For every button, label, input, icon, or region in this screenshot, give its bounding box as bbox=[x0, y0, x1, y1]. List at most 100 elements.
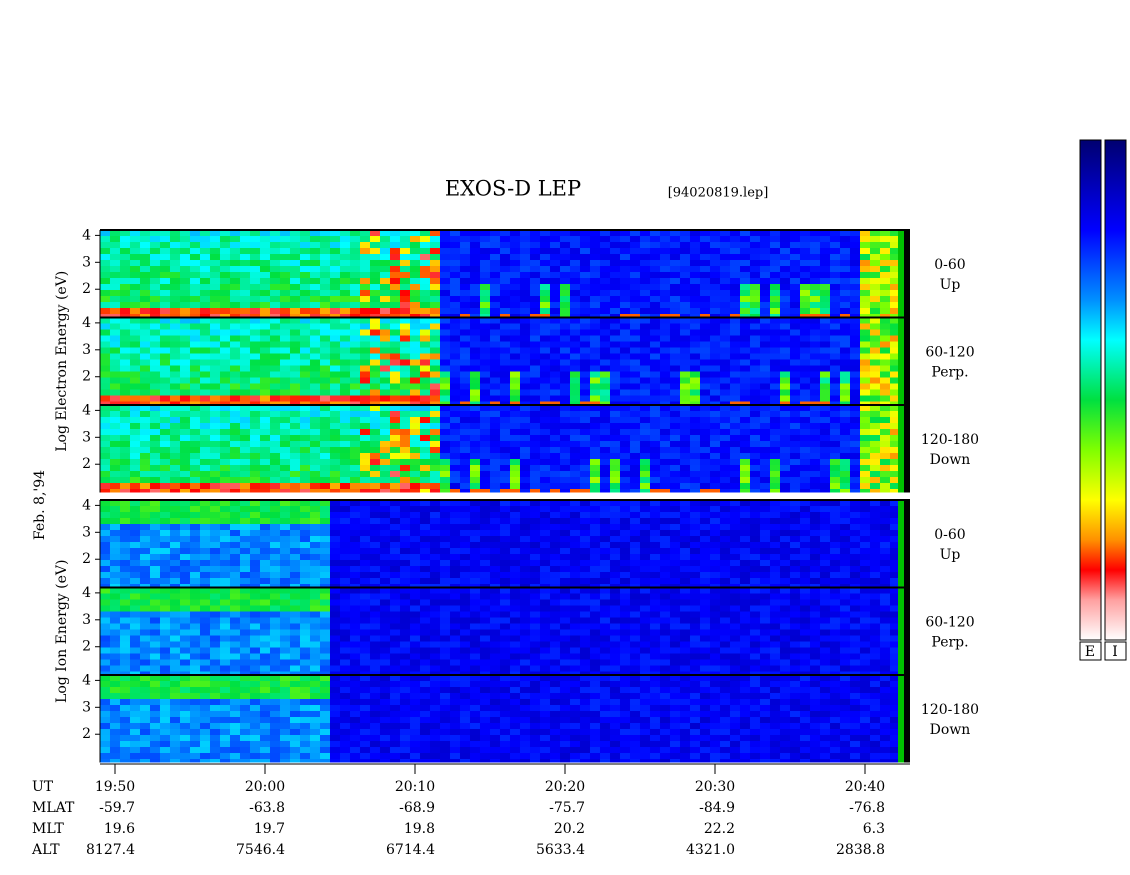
spectrogram-cell bbox=[730, 401, 740, 405]
spectrogram-cell bbox=[210, 335, 220, 342]
spectrogram-cell bbox=[700, 489, 710, 493]
spectrogram-cell bbox=[370, 548, 380, 554]
spectrogram-cell bbox=[130, 500, 140, 506]
spectrogram-cell bbox=[750, 500, 760, 506]
spectrogram-cell bbox=[420, 465, 430, 471]
spectrogram-cell bbox=[850, 530, 860, 536]
spectrogram-cell bbox=[570, 554, 580, 560]
spectrogram-cell bbox=[500, 483, 510, 489]
spectrogram-cell bbox=[190, 377, 200, 384]
spectrogram-cell bbox=[720, 296, 730, 302]
spectrogram-cell bbox=[400, 389, 410, 396]
spectrogram-cell bbox=[370, 260, 380, 266]
spectrogram-cell bbox=[740, 236, 750, 242]
spectrogram-cell bbox=[270, 411, 280, 417]
spectrogram-cell bbox=[690, 284, 700, 290]
spectrogram-cell bbox=[750, 423, 760, 429]
spectrogram-cell bbox=[320, 441, 330, 447]
spectrogram-cell bbox=[110, 459, 120, 465]
spectrogram-cell bbox=[590, 401, 600, 405]
spectrogram-cell bbox=[350, 500, 360, 506]
spectrogram-cell bbox=[360, 417, 370, 423]
spectrogram-cell bbox=[460, 347, 470, 354]
spectrogram-cell bbox=[780, 242, 790, 248]
spectrogram-cell bbox=[400, 395, 410, 402]
spectrogram-cell bbox=[710, 308, 720, 314]
spectrogram-cell bbox=[240, 296, 250, 302]
spectrogram-cell bbox=[180, 611, 190, 618]
spectrogram-cell bbox=[740, 506, 750, 512]
spectrogram-cell bbox=[170, 272, 180, 278]
spectrogram-cell bbox=[570, 302, 580, 308]
spectrogram-cell bbox=[110, 389, 120, 396]
spectrogram-cell bbox=[240, 483, 250, 489]
spectrogram-cell bbox=[840, 272, 850, 278]
spectrogram-cell bbox=[790, 272, 800, 278]
spectrogram-cell bbox=[780, 512, 790, 518]
spectrogram-cell bbox=[220, 500, 230, 506]
spectrogram-cell bbox=[270, 512, 280, 518]
spectrogram-cell bbox=[610, 395, 620, 402]
spectrogram-cell bbox=[270, 371, 280, 378]
spectrogram-cell bbox=[180, 290, 190, 296]
spectrogram-cell bbox=[890, 471, 898, 477]
spectrogram-cell bbox=[880, 341, 890, 348]
spectrogram-cell bbox=[530, 471, 540, 477]
spectrogram-cell bbox=[460, 447, 470, 453]
spectrogram-cell bbox=[650, 548, 660, 554]
spectrogram-cell bbox=[640, 417, 650, 423]
spectrogram-cell bbox=[310, 242, 320, 248]
spectrogram-cell bbox=[750, 260, 760, 266]
spectrogram-cell bbox=[210, 536, 220, 542]
spectrogram-cell bbox=[420, 536, 430, 542]
spectrogram-cell bbox=[560, 230, 570, 236]
spectrogram-cell bbox=[440, 341, 450, 348]
spectrogram-cell bbox=[150, 278, 160, 284]
spectrogram-cell bbox=[220, 347, 230, 354]
spectrogram-cell bbox=[270, 447, 280, 453]
spectrogram-cell bbox=[130, 335, 140, 342]
spectrogram-cell bbox=[640, 536, 650, 542]
spectrogram-cell bbox=[430, 453, 440, 459]
spectrogram-cell bbox=[400, 411, 410, 417]
spectrogram-cell bbox=[250, 377, 260, 384]
y-tick-label: 3 bbox=[82, 429, 91, 445]
spectrogram-cell bbox=[350, 542, 360, 548]
spectrogram-cell bbox=[310, 260, 320, 266]
spectrogram-cell bbox=[390, 329, 400, 336]
spectrogram-cell bbox=[170, 230, 180, 236]
spectrogram-cell bbox=[480, 284, 490, 290]
spectrogram-cell bbox=[670, 377, 680, 384]
spectrogram-cell bbox=[820, 417, 830, 423]
spectrogram-cell bbox=[730, 465, 740, 471]
spectrogram-cell bbox=[560, 290, 570, 296]
spectrogram-cell bbox=[790, 417, 800, 423]
spectrogram-cell bbox=[700, 405, 710, 411]
spectrogram-cell bbox=[730, 353, 740, 360]
spectrogram-cell bbox=[240, 560, 250, 566]
spectrogram-cell bbox=[860, 411, 870, 417]
spectrogram-cell bbox=[330, 530, 340, 536]
spectrogram-cell bbox=[530, 365, 540, 372]
spectrogram-cell bbox=[450, 453, 460, 459]
spectrogram-cell bbox=[360, 405, 370, 411]
spectrogram-cell bbox=[670, 542, 680, 548]
spectrogram-cell bbox=[610, 423, 620, 429]
spectrogram-cell bbox=[740, 278, 750, 284]
spectrogram-cell bbox=[540, 254, 550, 260]
spectrogram-cell bbox=[630, 417, 640, 423]
spectrogram-cell bbox=[880, 359, 890, 366]
spectrogram-cell bbox=[530, 572, 540, 578]
spectrogram-cell bbox=[870, 554, 880, 560]
spectrogram-cell bbox=[750, 272, 760, 278]
spectrogram-cell bbox=[670, 429, 680, 435]
spectrogram-cell bbox=[660, 447, 670, 453]
spectrogram-cell bbox=[390, 429, 400, 435]
spectrogram-cell bbox=[780, 365, 790, 372]
spectrogram-cell bbox=[290, 441, 300, 447]
spectrogram-cell bbox=[660, 365, 670, 372]
spectrogram-cell bbox=[280, 453, 290, 459]
spectrogram-cell bbox=[160, 536, 170, 542]
spectrogram-cell bbox=[150, 423, 160, 429]
spectrogram-cell bbox=[340, 506, 350, 512]
